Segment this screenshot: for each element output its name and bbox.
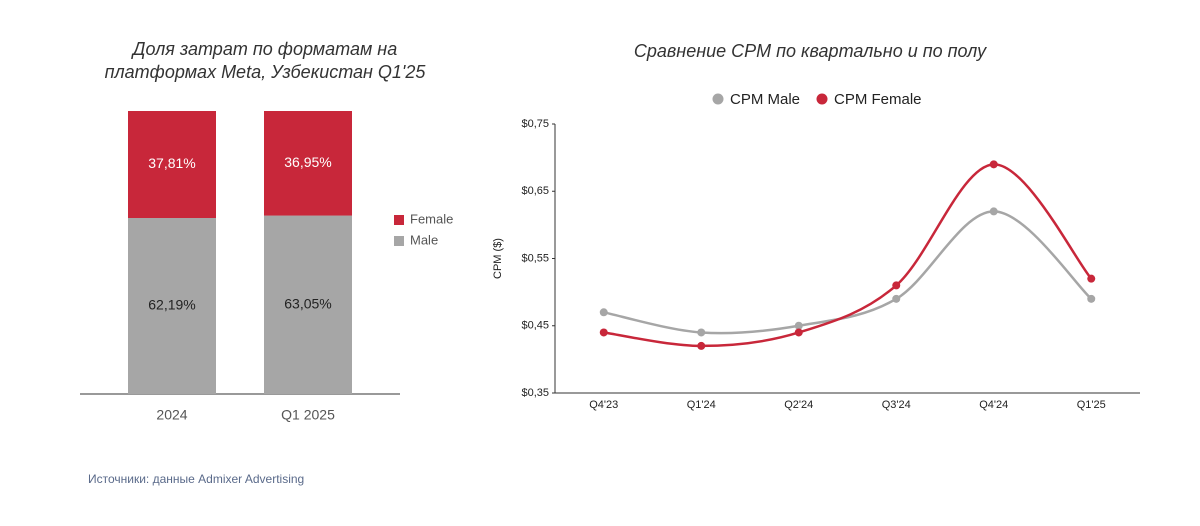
legend-label: CPM Male xyxy=(730,91,800,108)
x-tick-label: Q1'24 xyxy=(687,399,716,411)
data-label: 62,19% xyxy=(148,297,195,313)
legend-marker xyxy=(712,93,724,105)
source-note: Источники: данные Admixer Advertising xyxy=(88,472,305,486)
x-tick-label: Q4'23 xyxy=(589,399,618,411)
legend-label: Male xyxy=(410,232,438,247)
y-tick-label: $0,35 xyxy=(521,387,549,399)
data-point xyxy=(794,321,803,330)
data-label: 37,81% xyxy=(148,155,195,171)
legend-label: Female xyxy=(410,211,453,226)
x-tick-label: Q1'25 xyxy=(1077,399,1106,411)
bar-segment xyxy=(128,218,216,394)
data-point xyxy=(794,328,803,337)
y-tick-label: $0,45 xyxy=(521,320,549,332)
y-tick-label: $0,75 xyxy=(521,118,549,130)
x-tick-label: Q4'24 xyxy=(979,399,1008,411)
data-point xyxy=(1087,274,1096,283)
legend-marker xyxy=(816,93,828,105)
data-label: 63,05% xyxy=(284,295,331,311)
x-tick-label: Q3'24 xyxy=(882,399,911,411)
x-tick-label: Q1 2025 xyxy=(281,407,335,423)
data-point xyxy=(697,328,706,337)
data-point xyxy=(1087,294,1096,303)
bar-segment xyxy=(128,111,216,219)
data-point xyxy=(599,308,608,317)
series-line xyxy=(603,163,1093,348)
legend-swatch xyxy=(394,236,404,246)
data-point xyxy=(989,207,998,216)
data-point xyxy=(892,281,901,290)
bar-segment xyxy=(264,215,352,394)
y-axis-label: CPM ($) xyxy=(492,238,504,279)
data-point xyxy=(599,328,608,337)
data-label: 36,95% xyxy=(284,154,331,170)
series-line xyxy=(603,210,1093,335)
y-tick-label: $0,65 xyxy=(521,185,549,197)
bar-segment xyxy=(264,111,352,216)
y-tick-label: $0,55 xyxy=(521,252,549,264)
legend-swatch xyxy=(394,215,404,225)
x-tick-label: 2024 xyxy=(156,407,187,423)
legend-label: CPM Female xyxy=(834,91,922,108)
chart-title: Сравнение CPM по квартально и по полу xyxy=(633,41,987,61)
data-point xyxy=(697,341,706,350)
data-point xyxy=(989,160,998,169)
x-tick-label: Q2'24 xyxy=(784,399,813,411)
data-point xyxy=(892,294,901,303)
chart-title: Доля затрат по форматам на платформах Me… xyxy=(104,39,426,82)
